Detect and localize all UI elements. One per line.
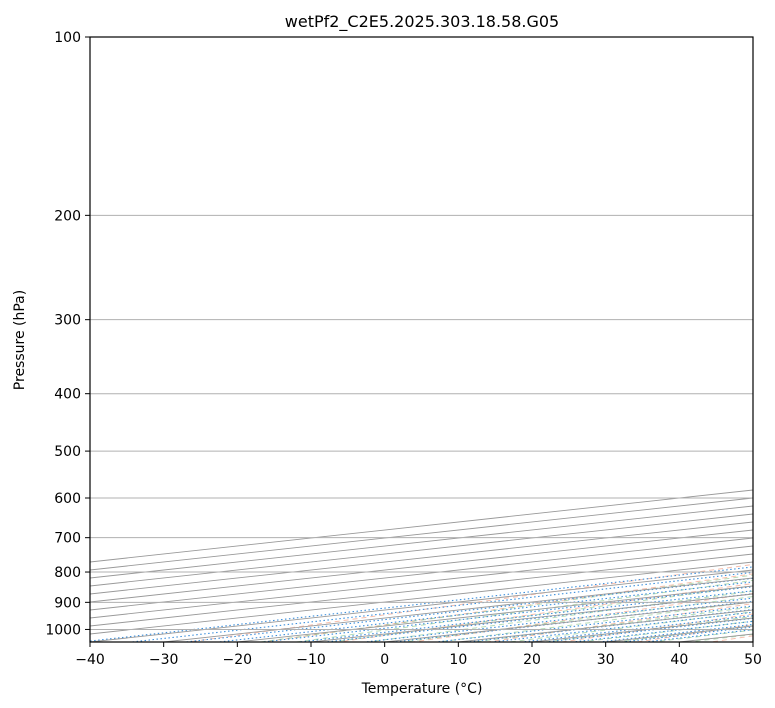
y-tick-label: 900 bbox=[54, 595, 81, 611]
y-tick-label: 1000 bbox=[45, 622, 81, 638]
isotherm bbox=[90, 513, 753, 587]
mixing-ratio-line bbox=[360, 597, 753, 642]
x-axis-label: Temperature (°C) bbox=[361, 681, 483, 697]
x-tick-label: 20 bbox=[523, 652, 541, 668]
axes: −40 −30 −20 −10 0 10 20 30 40 50 100 200 300 400 500 60… bbox=[45, 30, 762, 668]
moist-adiabat bbox=[434, 601, 753, 642]
x-tick-label: −40 bbox=[75, 652, 105, 668]
isotherm bbox=[90, 505, 753, 579]
isotherm bbox=[90, 521, 753, 595]
y-tick-label: 600 bbox=[54, 491, 81, 507]
y-tick-label: 200 bbox=[54, 208, 81, 224]
dry-adiabat bbox=[185, 563, 753, 642]
plot-background bbox=[90, 37, 753, 642]
dry-adiabat bbox=[334, 583, 753, 642]
y-tick-label: 700 bbox=[54, 531, 81, 547]
isotherm bbox=[90, 497, 753, 571]
mixing-ratio-line bbox=[90, 566, 753, 642]
y-tick-label: 500 bbox=[54, 444, 81, 460]
isotherm bbox=[90, 489, 753, 563]
moist-adiabat bbox=[292, 579, 753, 642]
y-tick-label: 400 bbox=[54, 387, 81, 403]
isotherm bbox=[752, 641, 753, 642]
isotherm bbox=[90, 529, 753, 603]
x-tick-label: 50 bbox=[744, 652, 762, 668]
moist-adiabat bbox=[256, 574, 753, 642]
x-tick-label: 0 bbox=[380, 652, 389, 668]
y-axis-label: Pressure (hPa) bbox=[12, 290, 28, 390]
isotherm bbox=[90, 537, 753, 611]
x-tick-label: 30 bbox=[597, 652, 615, 668]
x-tick-label: 10 bbox=[449, 652, 467, 668]
chart-title: wetPf2_C2E5.2025.303.18.58.G05 bbox=[285, 12, 559, 32]
dry-adiabat bbox=[409, 592, 753, 642]
y-tick-label: 300 bbox=[54, 313, 81, 329]
x-tick-label: −30 bbox=[149, 652, 179, 668]
x-tick-label: −10 bbox=[296, 652, 326, 668]
x-tick-label: −20 bbox=[223, 652, 253, 668]
x-tick-label: 40 bbox=[670, 652, 688, 668]
mixing-ratio-line bbox=[431, 605, 753, 642]
y-tick-label: 100 bbox=[54, 30, 81, 46]
y-tick-label: 800 bbox=[54, 565, 81, 581]
plot-frame bbox=[89, 36, 754, 643]
grid-lines bbox=[90, 37, 753, 642]
